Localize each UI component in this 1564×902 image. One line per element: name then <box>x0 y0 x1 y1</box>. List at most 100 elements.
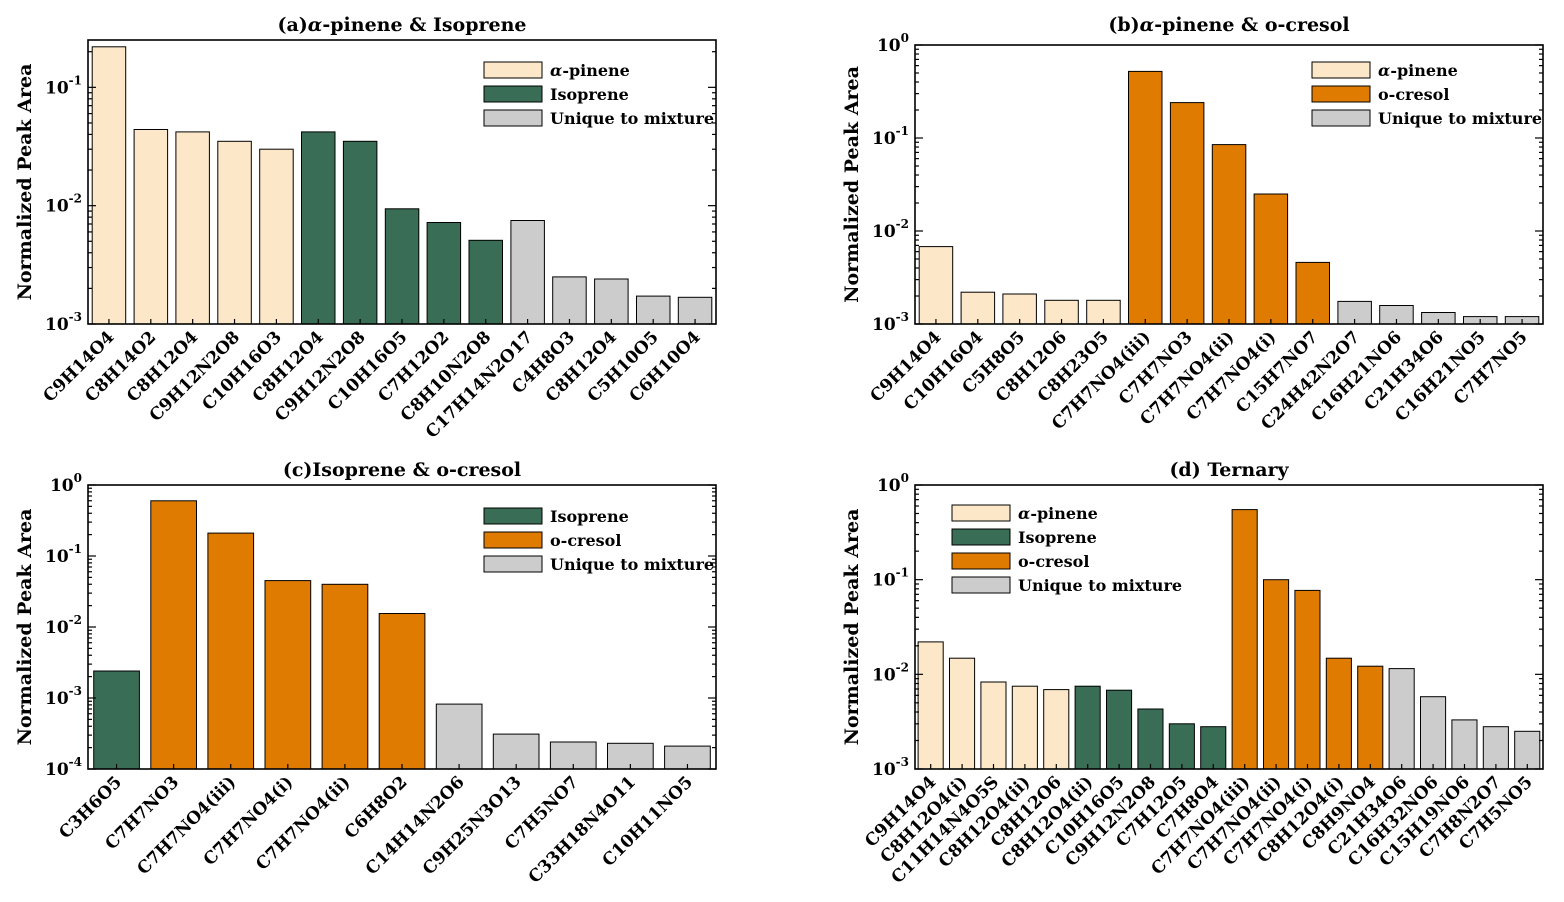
legend-swatch <box>951 552 1011 570</box>
legend-swatch <box>483 555 543 573</box>
legend-swatch <box>483 85 543 103</box>
chart-title: (c)Isoprene & o-cresol <box>283 459 521 481</box>
title-alpha: α <box>308 14 323 36</box>
legend-label: Unique to mixture <box>1378 109 1542 128</box>
legend-swatch <box>1311 61 1371 79</box>
y-tick-label: 10-1 <box>872 124 909 149</box>
bar <box>1128 70 1163 325</box>
bar <box>1043 689 1070 770</box>
bar <box>91 46 127 325</box>
y-tick-label: 10-4 <box>45 755 82 780</box>
legend-label: Unique to mixture <box>1018 576 1182 595</box>
legend-label: α-pinene <box>550 61 630 80</box>
y-axis-label: Normalized Peak Area <box>14 64 36 301</box>
y-tick-label: 10-3 <box>872 310 909 335</box>
plot-frame <box>914 484 1544 770</box>
bar <box>1137 708 1164 770</box>
chart-title: (b)α-pinene & o-cresol <box>1108 14 1349 36</box>
legend-label: Unique to mixture <box>550 109 714 128</box>
bar <box>301 131 336 325</box>
y-tick-label: 10-3 <box>45 310 82 335</box>
bar <box>175 131 210 325</box>
bar <box>378 613 426 770</box>
title-alpha: α <box>1140 14 1155 36</box>
bar <box>1169 102 1205 325</box>
bar <box>918 246 954 325</box>
bar <box>342 140 378 325</box>
bar <box>1420 696 1447 770</box>
chart-panel-c: (c)Isoprene & o-cresol Normalized Peak Ar… <box>14 459 717 887</box>
title-text: -pinene & Isoprene <box>322 14 526 36</box>
title-prefix: (d) <box>1169 459 1200 481</box>
bar <box>93 670 140 770</box>
bar <box>549 741 597 770</box>
y-tick-label: 10-2 <box>45 192 82 217</box>
bar <box>217 140 252 325</box>
y-axis-label: Normalized Peak Area <box>841 509 863 746</box>
title-prefix: (a) <box>277 14 307 36</box>
chart-panel-a: (a)α-pinene & Isoprene Normalized Peak Ar… <box>14 14 717 442</box>
chart-panel-b: (b)α-pinene & o-cresol Normalized Peak Ar… <box>841 14 1544 434</box>
title-text: Isoprene & o-cresol <box>312 459 521 481</box>
bar <box>384 208 420 325</box>
y-axis-label: Normalized Peak Area <box>841 66 863 303</box>
bar <box>1514 730 1541 770</box>
bar <box>1295 261 1330 325</box>
bar <box>1482 726 1509 770</box>
bar <box>1294 589 1321 770</box>
bar <box>960 291 996 325</box>
chart-panel-d: (d) Ternary Normalized Peak Area 10-3 10-2 1… <box>841 459 1544 888</box>
bar <box>949 657 976 770</box>
legend-swatch <box>483 61 543 79</box>
title-text: -pinene & o-cresol <box>1154 14 1349 36</box>
bar <box>321 583 369 770</box>
x-tick-label: C14H14N2O6 <box>362 772 469 879</box>
title-prefix: (c) <box>283 459 313 481</box>
bar <box>1011 685 1038 770</box>
legend-swatch <box>1311 109 1371 127</box>
bar <box>1074 685 1101 770</box>
bar <box>1357 665 1384 770</box>
y-tick-label: 10-2 <box>872 660 909 685</box>
bar <box>1168 723 1195 770</box>
y-tick-label: 10-1 <box>45 542 82 567</box>
legend-swatch <box>1311 85 1371 103</box>
bar <box>133 129 169 325</box>
title-text: Ternary <box>1201 459 1290 481</box>
y-tick-label: 10-3 <box>45 684 82 709</box>
y-tick-label: 10-3 <box>872 755 909 780</box>
bar <box>1211 144 1247 325</box>
legend-label: α-pinene <box>1018 504 1098 523</box>
legend-swatch <box>951 528 1011 546</box>
bar <box>1106 689 1133 770</box>
bar <box>594 278 629 325</box>
legend-label: o-cresol <box>550 531 621 550</box>
bar <box>1325 657 1352 770</box>
legend-label: o-cresol <box>1018 552 1089 571</box>
bar <box>1451 719 1478 770</box>
legend-swatch <box>483 531 543 549</box>
bar <box>980 681 1007 770</box>
title-prefix: (b) <box>1108 14 1139 36</box>
bar <box>1231 509 1258 770</box>
legend-swatch <box>483 507 543 525</box>
bar <box>150 500 198 770</box>
y-tick-label: 100 <box>877 31 909 56</box>
bar <box>259 148 294 325</box>
bar <box>207 532 255 770</box>
legend-label: Unique to mixture <box>550 555 714 574</box>
legend-label: Isoprene <box>1018 528 1097 547</box>
y-tick-label: 10-2 <box>45 613 82 638</box>
legend-swatch <box>483 109 543 127</box>
bar <box>264 580 312 770</box>
bar <box>435 703 483 770</box>
y-tick-label: 10-2 <box>872 217 909 242</box>
chart-title: (a)α-pinene & Isoprene <box>277 14 526 36</box>
bar <box>1253 193 1289 325</box>
x-tick-label: C9H25N3O13 <box>419 772 526 879</box>
bar <box>468 239 503 325</box>
bar <box>510 220 545 325</box>
legend-label: Isoprene <box>550 507 629 526</box>
bar <box>492 733 540 770</box>
